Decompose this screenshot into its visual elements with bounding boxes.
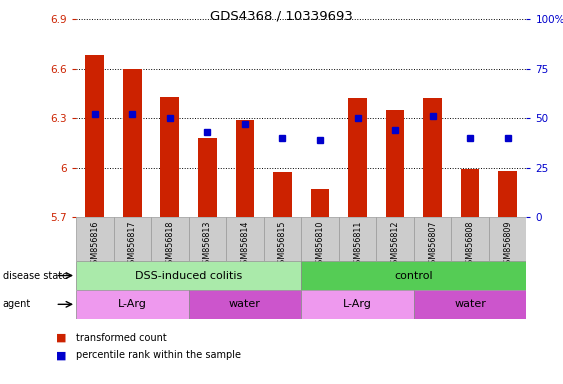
Bar [263,217,301,261]
Bar [160,97,179,217]
Bar [76,290,189,319]
Bar [226,217,263,261]
Text: ■: ■ [56,333,67,343]
Bar [301,217,339,261]
Bar [311,189,329,217]
Bar [414,290,526,319]
Bar [461,169,480,217]
Text: L-Arg: L-Arg [343,299,372,310]
Text: GSM856814: GSM856814 [240,220,249,269]
Text: GSM856815: GSM856815 [278,220,287,269]
Text: transformed count: transformed count [76,333,167,343]
Bar [86,55,104,217]
Bar [151,217,189,261]
Text: GSM856811: GSM856811 [353,220,362,269]
Text: GSM856807: GSM856807 [428,220,437,269]
Bar [114,217,151,261]
Text: GSM856818: GSM856818 [166,220,175,269]
Bar [376,217,414,261]
Bar [386,110,404,217]
Bar [189,217,226,261]
Bar [76,217,114,261]
Text: control: control [395,270,433,281]
Bar [339,217,376,261]
Text: GSM856810: GSM856810 [315,220,324,269]
Bar [273,172,292,217]
Text: GSM856816: GSM856816 [90,220,99,269]
Text: GSM856808: GSM856808 [466,220,475,269]
Bar [423,98,442,217]
Bar [452,217,489,261]
Text: percentile rank within the sample: percentile rank within the sample [76,350,241,360]
Text: L-Arg: L-Arg [118,299,147,310]
Text: GSM856813: GSM856813 [203,220,212,269]
Text: GDS4368 / 10339693: GDS4368 / 10339693 [210,10,353,23]
Text: GSM856809: GSM856809 [503,220,512,269]
Bar [301,261,526,290]
Bar [235,120,254,217]
Text: ■: ■ [56,350,67,360]
Bar [198,138,217,217]
Text: agent: agent [3,299,31,310]
Bar [301,290,414,319]
Text: GSM856817: GSM856817 [128,220,137,269]
Text: water: water [454,299,486,310]
Bar [189,290,301,319]
Bar [76,261,301,290]
Text: DSS-induced colitis: DSS-induced colitis [135,270,242,281]
Text: GSM856812: GSM856812 [391,220,400,269]
Bar [414,217,452,261]
Text: water: water [229,299,261,310]
Bar [123,69,142,217]
Bar [498,171,517,217]
Bar [489,217,526,261]
Bar [348,98,367,217]
Text: disease state: disease state [3,270,68,281]
